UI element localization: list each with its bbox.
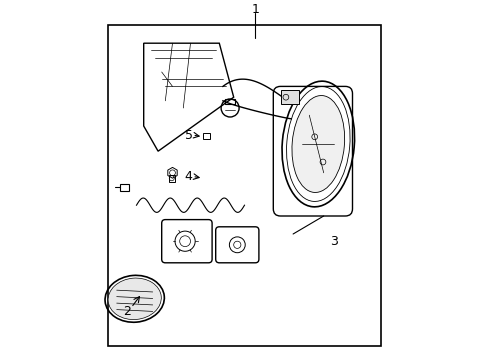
Text: 4: 4 [184, 170, 192, 183]
Ellipse shape [108, 278, 161, 320]
Text: 5: 5 [184, 129, 192, 141]
Bar [168, 175, 175, 182]
Bar [203, 133, 210, 139]
Bar [280, 90, 298, 104]
Text: 1: 1 [251, 3, 259, 15]
Ellipse shape [291, 95, 344, 193]
Bar [224, 99, 235, 104]
Text: 3: 3 [330, 235, 338, 248]
Bar [120, 184, 129, 191]
Text: 2: 2 [123, 305, 131, 318]
Bar [107, 25, 381, 346]
